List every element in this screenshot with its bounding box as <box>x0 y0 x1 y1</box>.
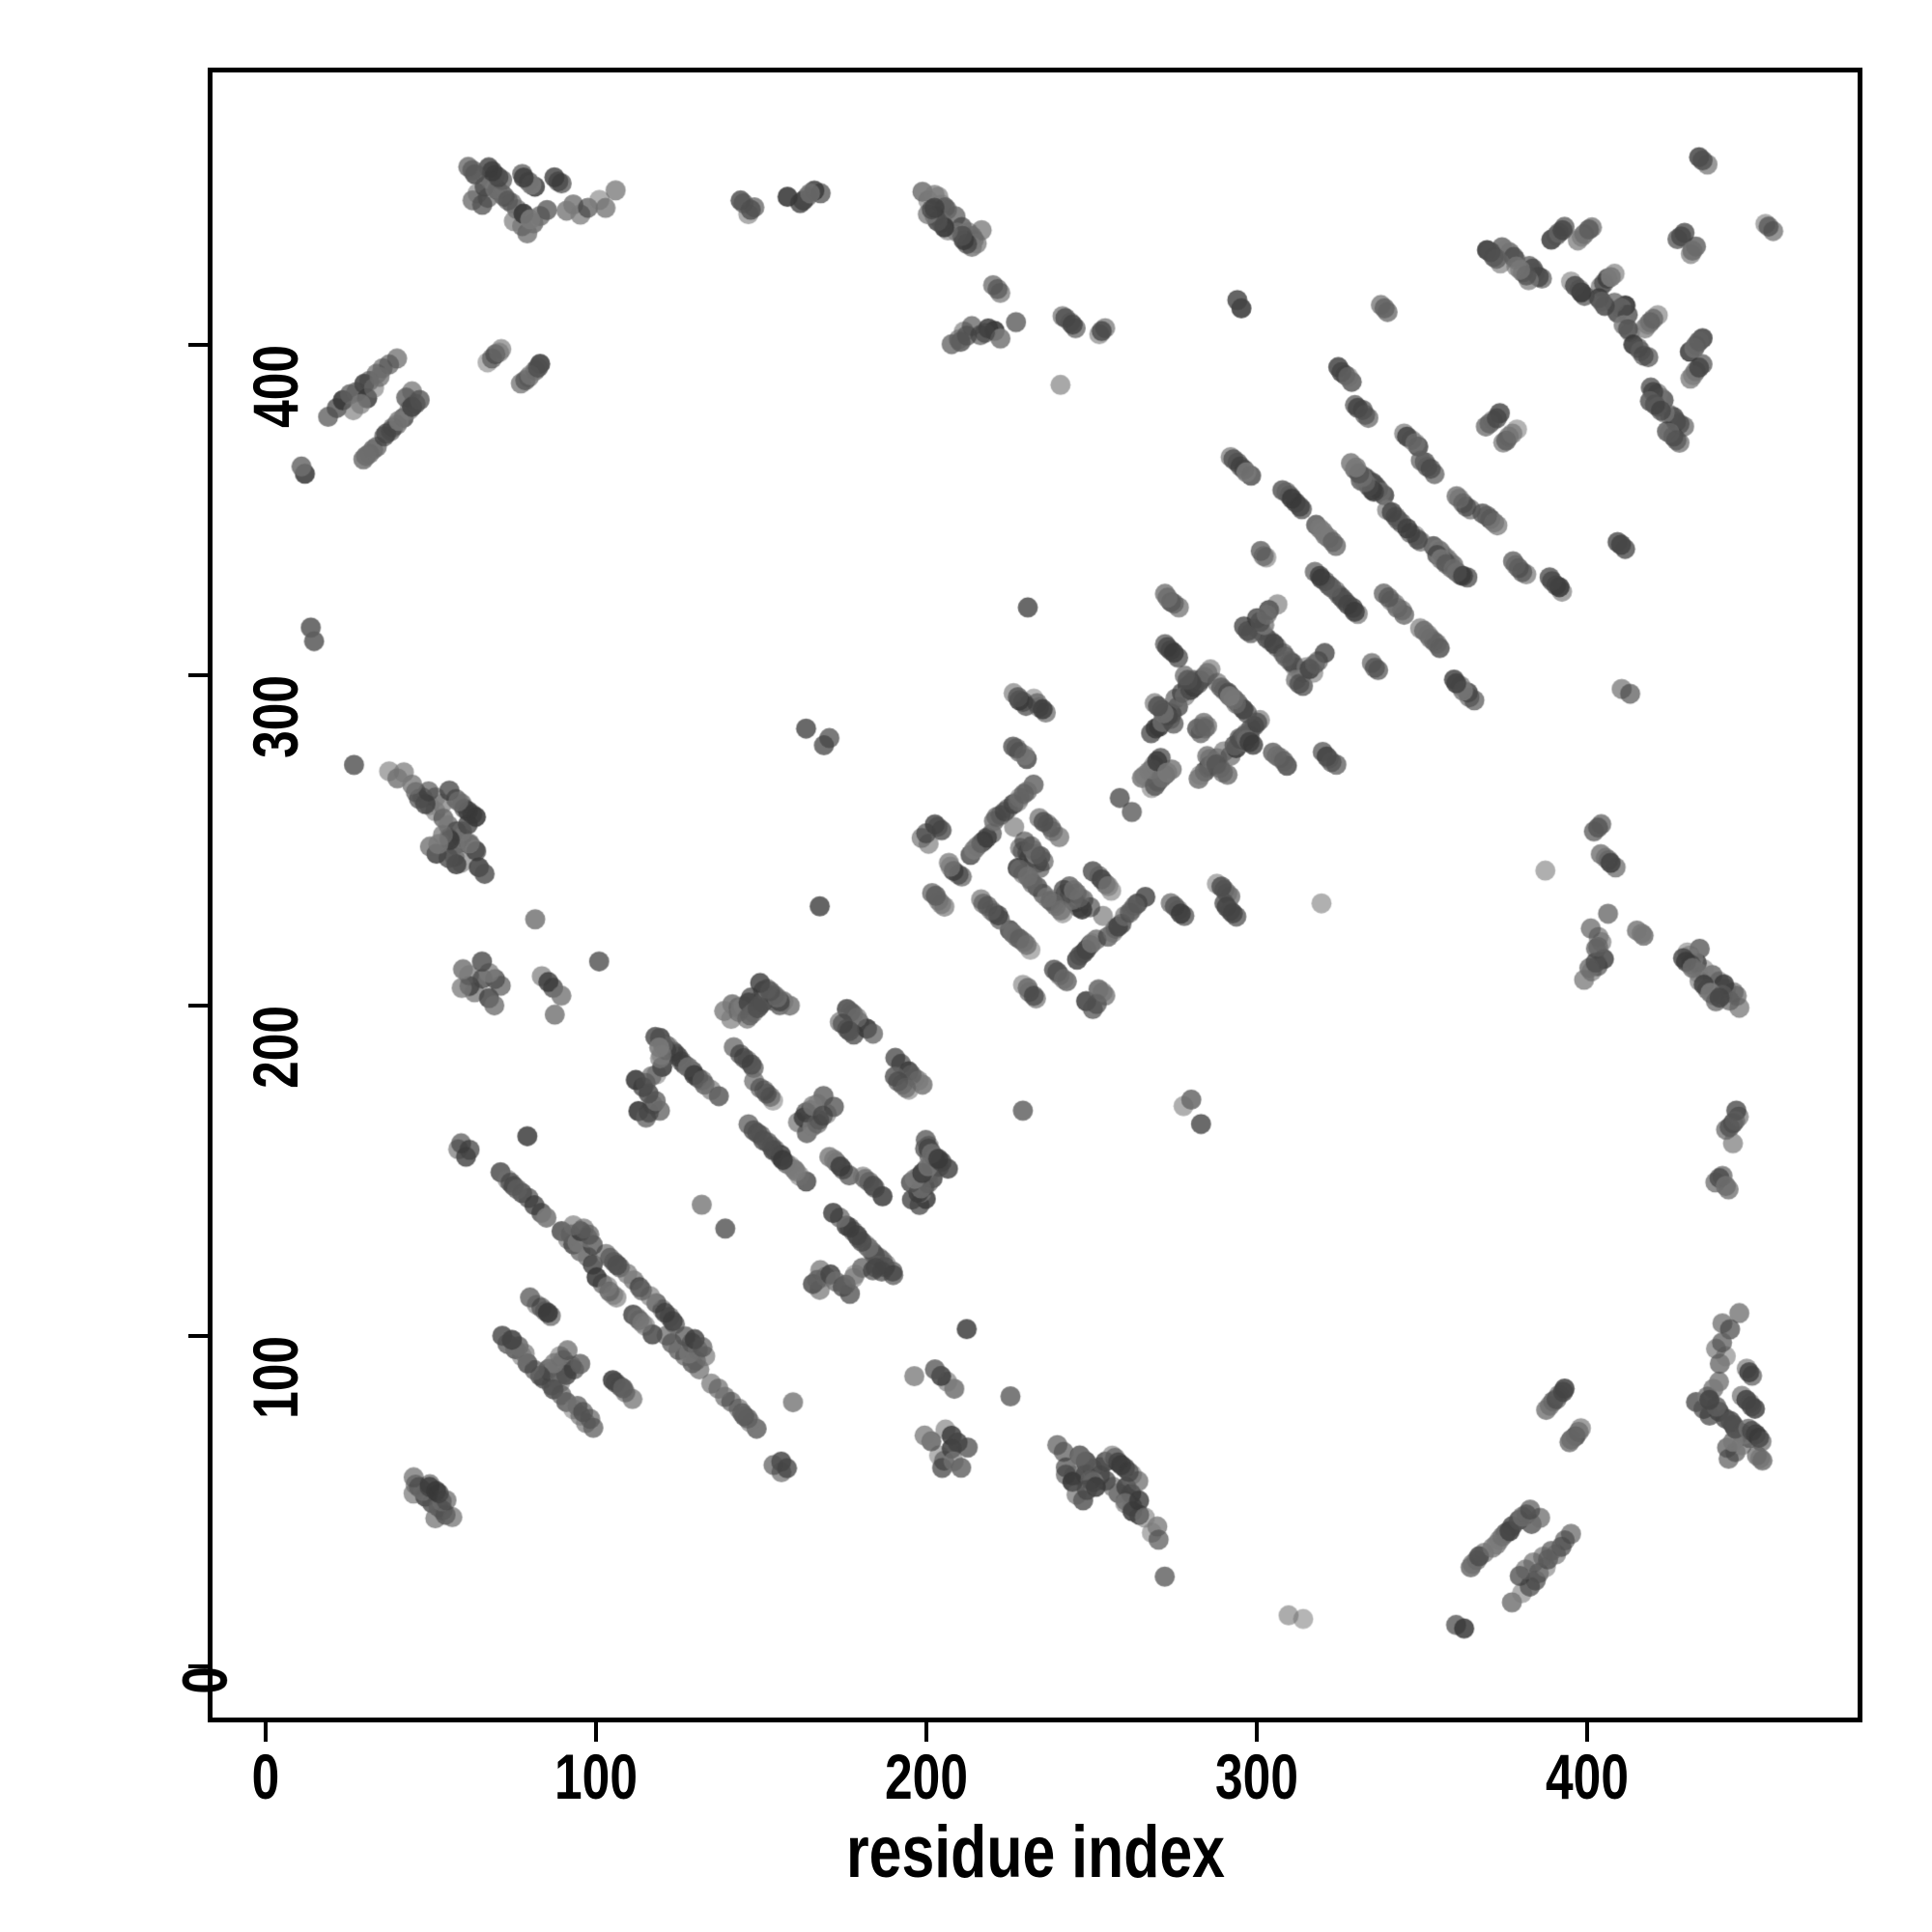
y-tick-label-400: 400 <box>240 345 312 428</box>
x-tick-100 <box>594 1722 598 1742</box>
x-axis-title-text: residue index <box>845 1811 1225 1893</box>
x-tick-label-200: 200 <box>885 1741 968 1812</box>
x-tick-400 <box>1585 1722 1589 1742</box>
x-tick-300 <box>1255 1722 1259 1742</box>
x-tick-label-100: 100 <box>554 1741 638 1812</box>
y-tick-label-200: 200 <box>240 1006 312 1089</box>
plot-area <box>208 68 1862 1722</box>
y-tick-100 <box>188 1334 208 1338</box>
x-tick-200 <box>924 1722 928 1742</box>
y-tick-0 <box>188 1664 208 1668</box>
y-tick-200 <box>188 1004 208 1008</box>
y-tick-label-0: 0 <box>168 1666 241 1694</box>
x-tick-label-0: 0 <box>251 1741 280 1812</box>
y-tick-300 <box>188 673 208 677</box>
x-tick-0 <box>264 1722 268 1742</box>
scatter-canvas <box>213 72 1858 1718</box>
y-tick-label-100: 100 <box>240 1336 312 1419</box>
x-tick-label-300: 300 <box>1215 1741 1298 1812</box>
y-tick-400 <box>188 343 208 347</box>
y-axis-title: residue index <box>0 0 106 174</box>
x-tick-label-400: 400 <box>1546 1741 1629 1812</box>
x-axis-title: residue index <box>208 1816 1862 1889</box>
y-tick-label-300: 300 <box>240 675 312 758</box>
